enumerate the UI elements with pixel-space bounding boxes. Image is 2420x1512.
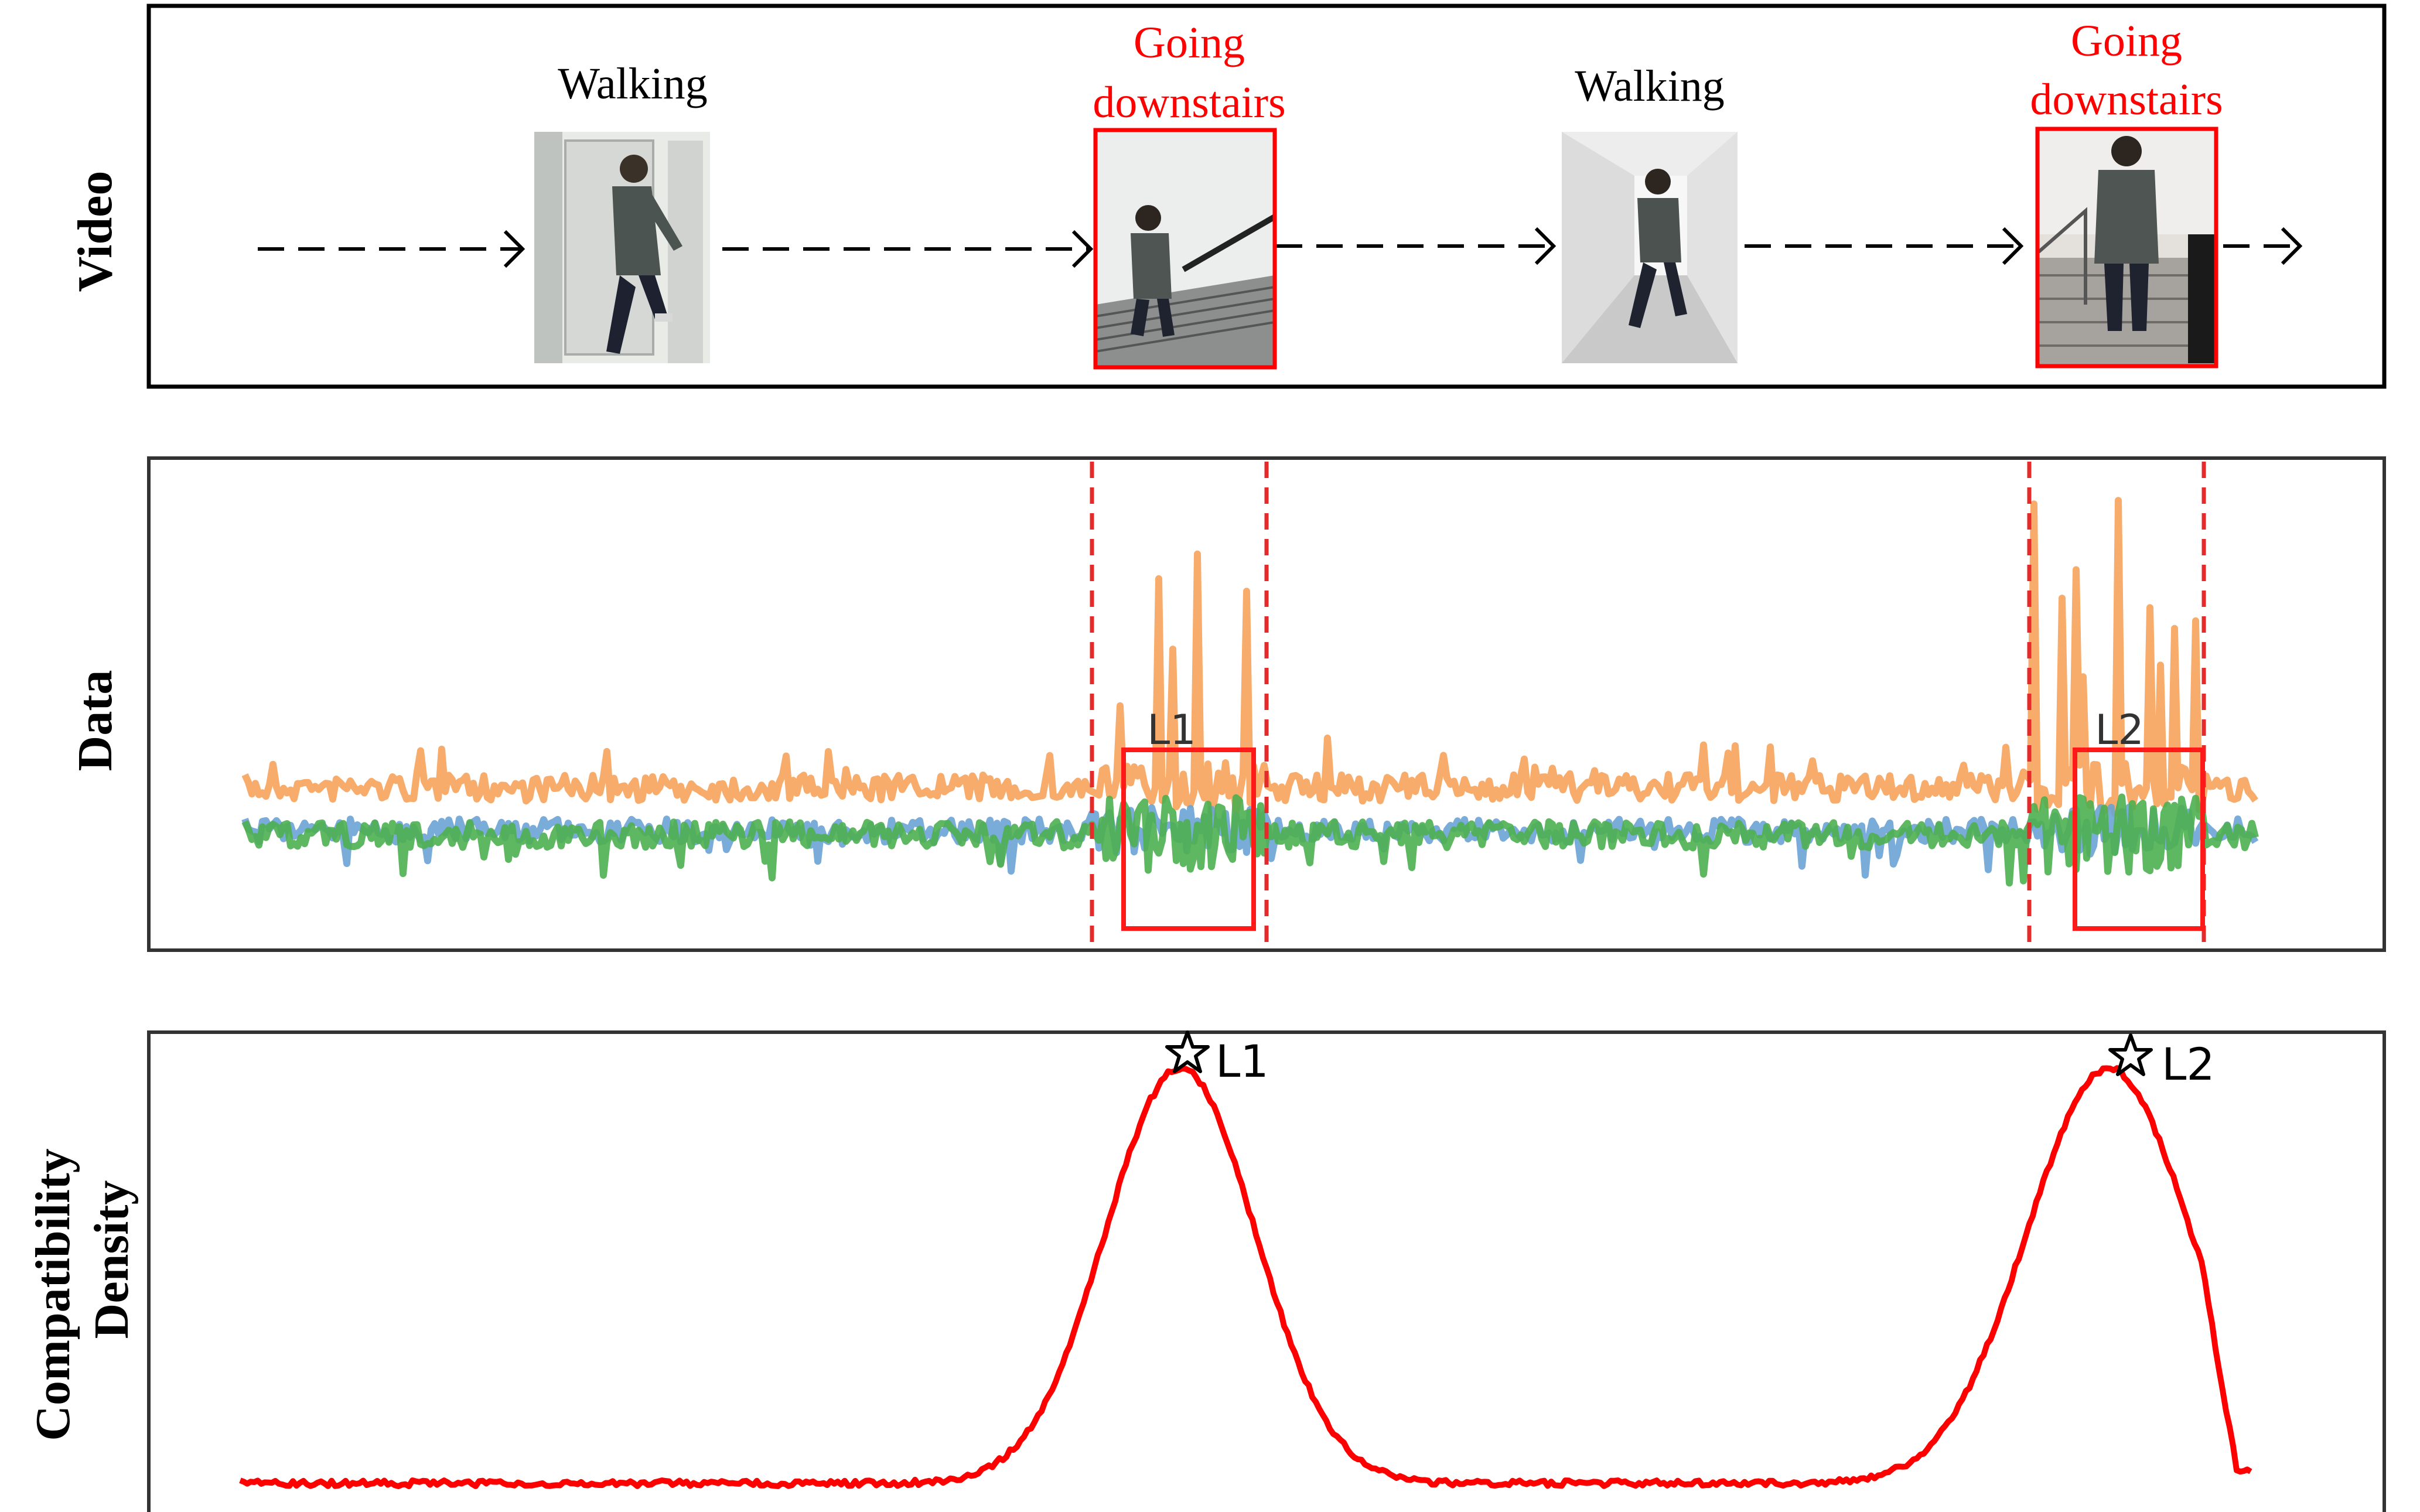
segment-boundaries [1090, 462, 2206, 949]
person-walking-icon [606, 155, 682, 354]
data-panel-border [147, 456, 2386, 952]
video-frame-1: Walking [534, 59, 710, 363]
row-label-density-line1: Compatibility [26, 1148, 80, 1441]
dashed-arrow-4 [1745, 227, 2024, 265]
peak-marker-l2: L2 [2108, 1033, 2215, 1090]
window-label-l1: L1 [1147, 706, 1196, 754]
frame-2-label-line-2: downstairs [1093, 78, 1285, 127]
frame-2-highlight-box [1093, 128, 1277, 370]
signal-orange-axis [241, 497, 2258, 818]
density-panel-border [147, 1030, 2386, 1512]
video-frame-3: Walking [1562, 62, 1738, 363]
row-label-density-line2: Density [84, 1180, 139, 1339]
window-box-l1 [1121, 748, 1256, 931]
window-box-l2 [2073, 748, 2205, 931]
frame-4-label-line-1: Going [2071, 16, 2182, 66]
dashed-arrow-1 [258, 230, 525, 268]
video-frame-4: Going downstairs [2030, 16, 2223, 368]
peak-label-l2: L2 [2162, 1038, 2215, 1090]
signal-green-axis [241, 793, 2259, 887]
person-downstairs-icon [1131, 205, 1175, 337]
row-label-data: Data [68, 670, 122, 772]
star-icon [1165, 1030, 1210, 1073]
frame-4-highlight-box [2035, 127, 2218, 368]
window-label-l2: L2 [2095, 706, 2144, 754]
compatibility-density-curve [239, 1065, 2252, 1489]
star-icon [2108, 1033, 2153, 1076]
dashed-arrow-3 [1276, 227, 1557, 265]
frame-3-label-line-1: Walking [1575, 62, 1725, 111]
peak-marker-l1: L1 [1165, 1030, 1269, 1087]
person-hallway-icon [1629, 169, 1687, 328]
dashed-arrow-5 [2223, 227, 2303, 265]
frame-4-label-line-2: downstairs [2030, 75, 2223, 124]
video-frame-2: Going downstairs [1093, 18, 1286, 370]
dashed-arrow-2 [722, 230, 1094, 268]
frame-2-label-line-1: Going [1134, 18, 1245, 67]
person-back-view-icon [2094, 136, 2159, 331]
video-panel-border [146, 4, 2387, 389]
row-label-video: Video [68, 171, 122, 292]
frame-1-label-line-1: Walking [558, 59, 708, 108]
peak-label-l1: L1 [1216, 1035, 1269, 1087]
timeline-arrows [258, 227, 2303, 268]
